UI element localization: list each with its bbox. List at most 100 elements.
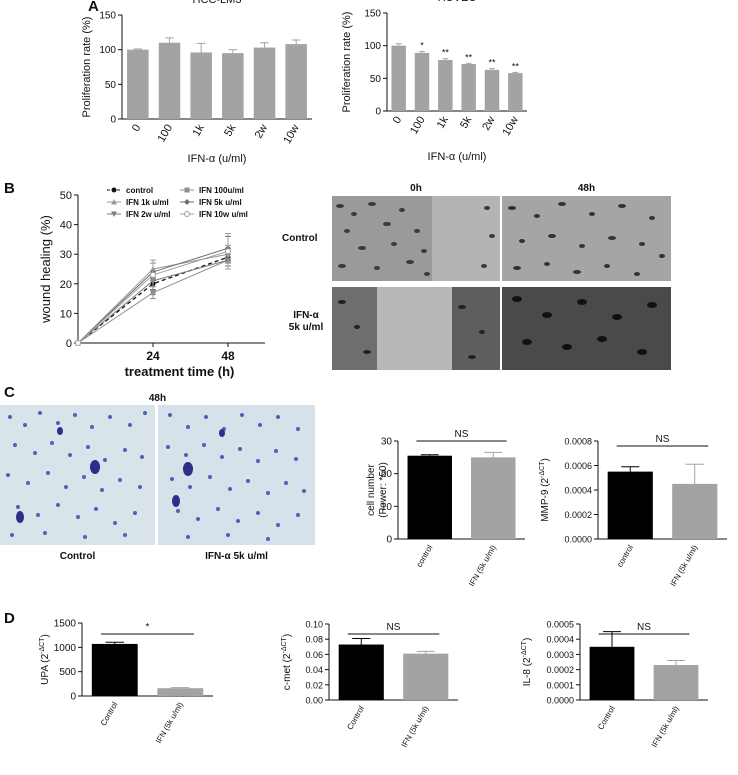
chart-d1-category-label: IFN (5k u/ml) [154, 700, 185, 745]
chart-b1-y-tick-label: 0 [66, 338, 72, 350]
chart-a2-category-label: 2w [480, 114, 497, 132]
chart-d2-bar [403, 653, 449, 700]
chart-a1-y-tick-label: 50 [105, 80, 117, 91]
chart-d3-y-tick-label: 0.0001 [546, 680, 574, 690]
chart-b1-legend-marker [184, 199, 190, 205]
chart-d1-bar [91, 643, 138, 696]
transwell-label-ifn: IFN-α 5k u/ml [205, 551, 268, 562]
chart-c1-significance-label: NS [455, 429, 469, 440]
wound-row-control: Control [282, 233, 318, 244]
chart-b1-legend-marker [111, 199, 117, 205]
chart-b1-y-tick-label: 10 [60, 308, 72, 320]
chart-b1-legend-label: IFN 2w u/ml [126, 210, 170, 219]
chart-c2-y-tick-label: 0.0006 [564, 461, 592, 471]
chart-b1-point [225, 248, 231, 255]
chart-d2-category-label: IFN (5k u/ml) [400, 704, 431, 749]
chart-b1-legend-label: IFN 100u/ml [199, 186, 244, 195]
chart-a2-bar [461, 63, 476, 111]
chart-c2-y-label: MMP-9 (2-ΔCT) [539, 458, 551, 522]
chart-b1-point [150, 290, 156, 296]
chart-a2-category-label: 5k [458, 114, 474, 130]
chart-a1-y-tick-label: 0 [110, 115, 116, 126]
chart-c2-y-tick-label: 0.0000 [564, 535, 592, 545]
transwell-image-control-art [0, 405, 155, 545]
transwell-image-ifn-art [158, 405, 315, 545]
panel-label-b: B [4, 180, 15, 197]
chart-d2-y-tick-label: 0.10 [305, 620, 323, 630]
chart-b1-legend-label: IFN 5k u/ml [199, 198, 242, 207]
chart-d1-y-tick-label: 1000 [54, 643, 77, 654]
chart-b1-legend-label: IFN 1k u/ml [126, 198, 169, 207]
chart-b1-y-tick-label: 30 [60, 249, 72, 261]
wound-image-control-48h [502, 196, 671, 281]
chart-c1-bar [407, 455, 452, 539]
chart-b1-legend-marker [111, 211, 117, 217]
chart-a2-significance-mark: ** [442, 48, 450, 58]
chart-c2-y-tick-label: 0.0002 [564, 510, 592, 520]
chart-b1-y-label: wound healing (%) [38, 215, 53, 324]
chart-a2-significance-mark: ** [465, 52, 473, 62]
chart-d1-y-tick-label: 500 [59, 667, 76, 678]
chart-d2-y-label: c-met (2-ΔCT) [281, 634, 293, 690]
chart-a2-category-label: 100 [408, 115, 428, 137]
wound-time-0h: 0h [410, 183, 422, 194]
chart-d1-y-tick-label: 0 [70, 692, 76, 703]
chart-c1-bar [471, 457, 516, 539]
transwell-label-control: Control [59, 551, 96, 562]
wound-image-control-0h-art [332, 196, 500, 281]
chart-d3-y-label: IL-8 (2-ΔCT) [521, 638, 533, 687]
chart-b1-legend-label: control [126, 186, 153, 195]
chart-d2-y-tick-label: 0.04 [305, 665, 323, 675]
wound-image-ifn-48h [502, 287, 671, 370]
panel-label-c: C [4, 384, 15, 401]
chart-b1-y-tick-label: 20 [60, 279, 72, 291]
chart-d2-y-tick-label: 0.00 [305, 696, 323, 706]
transwell-image-control [0, 405, 155, 545]
chart-a1-bar [285, 44, 307, 120]
chart-d2-y-tick-label: 0.08 [305, 635, 323, 645]
chart-c1-y-tick-label: 20 [381, 469, 393, 480]
chart-c1-y-tick-label: 0 [386, 535, 392, 546]
chart-a2-significance-mark: ** [488, 58, 496, 68]
chart-a1-category-label: 2w [253, 122, 270, 140]
chart-a1-category-label: 10w [281, 122, 302, 146]
chart-d1-y-label: UPA (2-ΔCT) [39, 634, 51, 685]
chart-b1-point [75, 340, 81, 346]
chart-d2-bar [338, 644, 384, 700]
chart-c2-bar [672, 483, 718, 539]
chart-c2-category-label: control [615, 543, 635, 568]
chart-b1-y-tick-label: 40 [60, 220, 72, 232]
chart-d2-y-tick-label: 0.06 [305, 650, 323, 660]
chart-b1-legend-marker [111, 187, 117, 193]
chart-b1-x-label: treatment time (h) [125, 364, 235, 379]
chart-c1-y-label-sub: (Power: *50) [378, 462, 389, 518]
chart-c2-y-tick-label: 0.0004 [564, 486, 592, 496]
chart-a2-category-label: 0 [391, 115, 404, 126]
chart-a2-y-tick-label: 50 [370, 74, 382, 85]
chart-d3-significance-label: NS [637, 622, 651, 633]
chart-a2-bar [438, 60, 453, 111]
wound-row-ifn-line1: IFN-α [293, 310, 319, 321]
chart-b1-legend-marker [184, 211, 190, 217]
chart-c1-y-tick-label: 10 [381, 502, 393, 513]
chart-d2-significance-label: NS [387, 622, 401, 633]
chart-d3-y-tick-label: 0.0004 [546, 635, 574, 645]
chart-c2-y-tick-label: 0.0008 [564, 437, 592, 447]
chart-d3-y-tick-label: 0.0005 [546, 620, 574, 630]
chart-a1-bar [253, 47, 276, 119]
chart-d3-bar [589, 646, 635, 700]
chart-d2-y-tick-label: 0.02 [305, 680, 323, 690]
chart-d1-category-label: Control [99, 700, 120, 727]
chart-d1-y-tick-label: 1500 [54, 619, 77, 630]
chart-a2-significance-mark: ** [512, 61, 520, 71]
panel-label-d: D [4, 610, 15, 627]
chart-a1-category-label: 0 [130, 123, 143, 134]
chart-a1-y-tick-label: 150 [99, 11, 116, 22]
chart-a2-bar [508, 73, 523, 111]
chart-b1-legend-label: IFN 10w u/ml [199, 210, 248, 219]
chart-d3-category-label: IFN (5k u/ml) [650, 704, 681, 749]
wound-image-control-48h-art [502, 196, 671, 281]
wound-image-ifn-0h [332, 287, 500, 370]
transwell-time: 48h [148, 393, 167, 404]
chart-d3-category-label: Control [596, 704, 617, 731]
